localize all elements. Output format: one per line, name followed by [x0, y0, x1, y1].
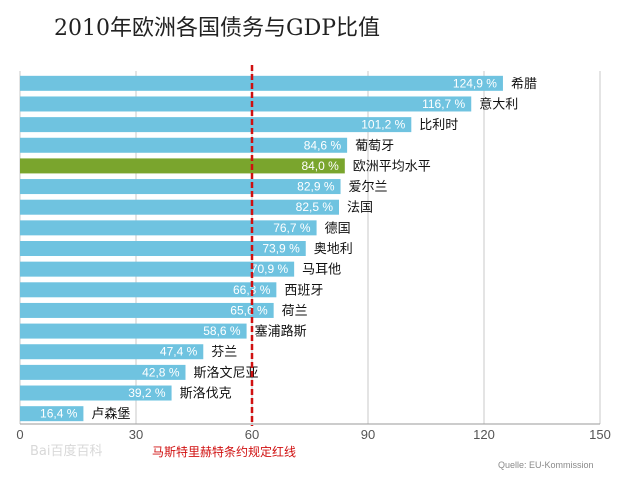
bar-value-label: 76,7 %	[273, 221, 311, 235]
bar-category-label: 意大利	[479, 96, 518, 112]
bar-value-label: 42,8 %	[142, 365, 180, 379]
bar	[20, 137, 348, 153]
bar	[20, 179, 341, 195]
bar	[20, 302, 274, 318]
bar	[20, 158, 345, 174]
bar-value-label: 70,9 %	[251, 262, 289, 276]
bar-category-label: 比利时	[419, 118, 458, 133]
bar-category-label: 斯洛伐克	[180, 387, 232, 402]
bar	[20, 96, 472, 112]
chart-title: 2010年欧洲各国债务与GDP比值	[54, 16, 381, 41]
bar	[20, 241, 306, 256]
bar	[20, 75, 503, 91]
bar	[20, 406, 84, 422]
bar-category-label: 芬兰	[211, 345, 237, 360]
bar-category-label: 塞浦路斯	[255, 324, 307, 340]
bar-value-label: 58,6 %	[203, 324, 241, 338]
bar-value-label: 82,5 %	[296, 200, 334, 214]
x-tick-label: 90	[361, 427, 375, 442]
bar-value-label: 84,0 %	[301, 159, 339, 173]
bar-value-label: 47,4 %	[160, 345, 198, 359]
axis-layer: 0 30 60 90 120 150	[16, 423, 611, 442]
bar	[20, 220, 317, 236]
bar-category-label: 希腊	[511, 77, 537, 92]
bar-value-label: 66,3 %	[233, 283, 271, 297]
bar	[20, 323, 247, 339]
bar-category-label: 西班牙	[284, 283, 323, 298]
bar	[20, 117, 412, 133]
bar-category-label: 卢森堡	[91, 406, 130, 422]
bar-category-label: 法国	[347, 201, 373, 216]
bar-category-label: 奥地利	[314, 242, 353, 257]
bar-category-label: 德国	[325, 221, 351, 236]
bar-category-label: 爱尔兰	[349, 180, 388, 195]
x-tick-label: 60	[245, 427, 259, 442]
bar-value-label: 39,2 %	[128, 386, 166, 400]
bar-value-label: 84,6 %	[304, 138, 342, 152]
bar-value-label: 101,2 %	[361, 118, 405, 132]
bar-layer: 124,9 % 希腊 116,7 % 意大利 101,2 % 比利时 84,6 % 葡萄牙 84…	[20, 75, 537, 422]
bar-category-label: 斯洛文尼亚	[193, 366, 258, 381]
bar-category-label: 马耳他	[302, 263, 341, 278]
bar-value-label: 124,9 %	[453, 76, 497, 90]
x-tick-label: 120	[473, 427, 495, 442]
bar	[20, 282, 277, 298]
bar-category-label: 欧洲平均水平	[353, 159, 431, 174]
baidu-watermark: Bai百度百科	[30, 444, 103, 459]
bar-value-label: 116,7 %	[422, 97, 465, 111]
x-tick-label: 150	[589, 427, 611, 442]
bar	[20, 364, 186, 380]
x-tick-label: 0	[16, 427, 23, 442]
bar-value-label: 65,6 %	[230, 303, 268, 317]
reference-layer: 马斯特里赫特条约规定红线	[152, 65, 296, 459]
bar-value-label: 73,9 %	[262, 242, 300, 256]
bar	[20, 261, 295, 277]
reference-line-label: 马斯特里赫特条约规定红线	[152, 444, 296, 459]
bar	[20, 199, 339, 215]
bar-value-label: 16,4 %	[40, 407, 78, 421]
bar-value-label: 82,9 %	[297, 180, 335, 194]
x-tick-label: 30	[129, 427, 143, 442]
bar-category-label: 荷兰	[282, 304, 308, 319]
bar-category-label: 葡萄牙	[355, 139, 394, 154]
source-note: Quelle: EU-Kommission	[498, 460, 594, 470]
bar	[20, 385, 172, 401]
bar	[20, 344, 204, 360]
